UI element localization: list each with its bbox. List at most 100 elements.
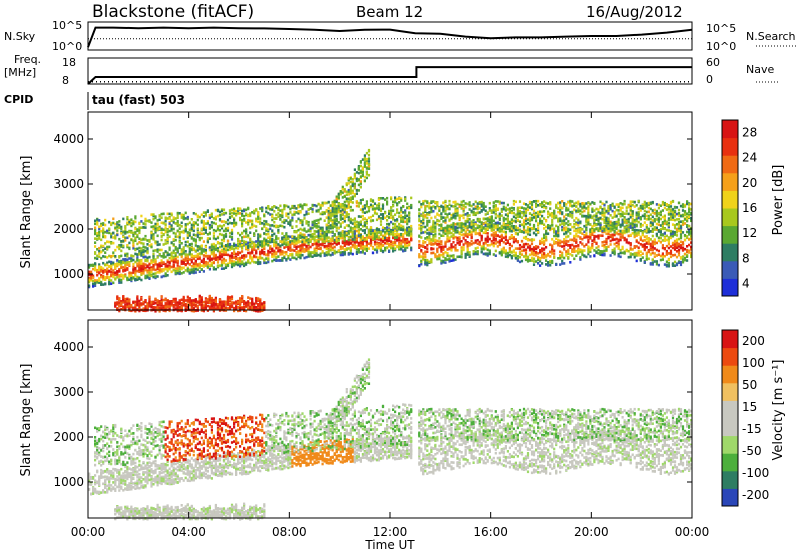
power-cell [174,245,177,249]
power-cell [297,255,300,259]
power-cell [202,307,205,310]
power-cell [321,250,324,253]
power-cell [335,226,338,230]
power-cell [100,229,103,233]
power-cell [422,240,425,243]
power-cell [172,265,175,268]
power-cell [470,225,473,229]
power-cell [241,243,244,247]
power-cell [321,212,324,216]
power-cell [158,301,161,304]
power-cell [444,261,447,264]
power-cell [208,256,211,259]
power-cell [436,239,439,243]
power-cell [190,303,193,306]
power-cell [235,301,238,304]
power-cell [400,226,403,229]
power-cell [474,223,477,226]
power-cell [424,255,427,259]
power-cell [452,200,455,204]
power-cell [214,302,217,306]
power-cell [126,300,129,303]
power-cell [321,226,324,230]
power-cell [369,203,373,207]
power-cell [176,255,179,259]
power-cell [138,270,141,273]
power-cell [363,217,366,220]
power-cell [192,237,195,241]
power-cell [327,226,330,230]
power-cell [148,263,151,266]
power-cell [247,219,250,222]
power-cell [398,228,401,231]
power-cell [251,257,254,261]
power-cell [222,245,226,248]
power-cell [126,222,129,226]
power-cell [90,273,93,277]
power-cell [355,179,358,183]
power-cell [363,165,366,168]
power-cell [233,309,236,313]
power-cell [156,306,159,309]
power-cell [166,230,169,234]
power-cell [408,228,411,231]
power-cell [317,238,320,241]
power-cell [184,259,187,262]
power-cell [384,216,387,220]
power-cell [422,252,425,255]
power-cell [245,208,248,212]
power-cell [478,206,481,210]
power-cell [158,271,161,274]
power-cell [162,212,165,216]
power-cell [456,209,459,212]
power-cell [124,231,127,234]
power-cell [351,243,354,247]
power-cell [394,219,397,222]
power-cell [172,258,175,262]
power-cell [424,204,427,208]
power-cell [180,221,183,225]
power-cell [168,266,171,270]
power-cell [98,249,101,253]
power-cell [474,241,477,244]
power-cell [166,212,169,216]
power-cell [98,252,101,255]
power-cell [174,307,177,310]
power-cell [353,186,356,190]
power-cell [299,246,302,250]
power-cell [186,305,189,309]
power-cell [386,219,389,222]
power-cell [198,297,201,301]
power-cell [343,203,346,207]
power-cell [194,244,197,247]
power-cell [402,216,405,219]
power-cell [408,211,411,215]
power-cell [259,256,262,259]
power-cell [170,251,173,255]
power-cell [166,251,169,255]
power-cell [212,247,215,250]
power-cell [390,211,393,215]
power-cell [381,234,385,238]
power-cell [394,229,397,232]
power-cell [293,204,296,208]
power-cell [154,215,157,218]
power-cell [333,217,336,221]
power-cell [116,233,119,237]
power-cell [172,299,175,302]
power-cell [454,225,457,229]
power-cell [150,268,153,271]
power-cell [253,260,256,264]
power-cell [379,213,383,216]
power-cell [210,296,213,300]
power-cell [170,304,173,307]
power-cell [128,304,131,308]
power-cell [166,274,169,277]
power-cell [249,239,252,242]
power-cell [470,204,473,208]
power-cell [319,205,322,209]
power-cell [218,229,222,232]
power-cell [422,257,425,260]
power-cell [323,234,326,238]
power-cell [464,219,467,223]
